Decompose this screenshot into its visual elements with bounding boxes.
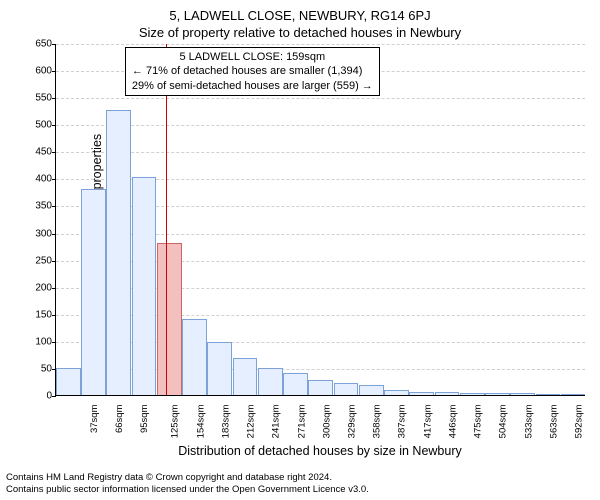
y-tick-mark [52,179,56,180]
histogram-bar-highlight [157,243,182,395]
x-tick-label: 300sqm [321,405,332,439]
chart-subtitle: Size of property relative to detached ho… [5,25,595,40]
x-tick-label: 66sqm [114,405,125,434]
histogram-bar [308,380,333,395]
y-tick-mark [52,44,56,45]
info-box: 5 LADWELL CLOSE: 159sqm← 71% of detached… [125,47,380,96]
footer-line2: Contains public sector information licen… [6,484,369,496]
y-tick-label: 350 [26,201,52,212]
histogram-bar [409,392,434,395]
y-tick-label: 650 [26,39,52,50]
histogram-bar [510,393,535,395]
x-tick-label: 212sqm [245,405,256,439]
histogram-bar [460,393,485,395]
x-tick-label: 154sqm [195,405,206,439]
histogram-bar [561,394,586,395]
y-tick-mark [52,315,56,316]
x-tick-label: 563sqm [548,405,559,439]
histogram-bar [81,189,106,395]
y-tick-label: 200 [26,282,52,293]
x-tick-label: 37sqm [89,405,100,434]
y-tick-label: 50 [26,363,52,374]
y-tick-mark [52,396,56,397]
x-tick-label: 475sqm [473,405,484,439]
histogram-bar [233,358,258,395]
grid-line [56,125,585,126]
histogram-bar [485,393,510,395]
marker-line [166,44,167,395]
y-tick-mark [52,98,56,99]
y-tick-mark [52,206,56,207]
y-tick-mark [52,342,56,343]
histogram-bar [182,319,207,395]
y-tick-label: 600 [26,66,52,77]
plot-wrapper: Number of detached properties 0501001502… [55,44,585,396]
grid-line [56,44,585,45]
x-axis-label: Distribution of detached houses by size … [55,444,585,458]
y-tick-label: 0 [26,391,52,402]
x-tick-label: 329sqm [346,405,357,439]
plot-area: 0501001502002503003504004505005506006503… [55,44,585,396]
footer-line1: Contains HM Land Registry data © Crown c… [6,472,369,484]
chart-container: 5, LADWELL CLOSE, NEWBURY, RG14 6PJ Size… [5,8,595,460]
y-tick-mark [52,288,56,289]
histogram-bar [359,385,384,395]
histogram-bar [536,394,561,395]
x-tick-label: 241sqm [271,405,282,439]
histogram-bar [207,342,232,395]
histogram-bar [106,110,131,395]
y-tick-mark [52,261,56,262]
x-tick-label: 446sqm [447,405,458,439]
chart-address-title: 5, LADWELL CLOSE, NEWBURY, RG14 6PJ [5,8,595,23]
y-tick-mark [52,125,56,126]
x-tick-label: 183sqm [220,405,231,439]
y-tick-label: 100 [26,336,52,347]
y-tick-label: 300 [26,228,52,239]
y-tick-label: 550 [26,93,52,104]
x-tick-label: 533sqm [523,405,534,439]
y-tick-label: 500 [26,120,52,131]
info-box-line: ← 71% of detached houses are smaller (1,… [132,64,373,78]
y-tick-mark [52,234,56,235]
x-tick-label: 417sqm [422,405,433,439]
histogram-bar [334,383,359,395]
x-tick-label: 358sqm [372,405,383,439]
x-tick-label: 504sqm [498,405,509,439]
y-tick-mark [52,71,56,72]
footer-attribution: Contains HM Land Registry data © Crown c… [6,472,369,496]
histogram-bar [56,368,81,395]
histogram-bar [435,392,460,395]
grid-line [56,98,585,99]
histogram-bar [384,390,409,395]
x-tick-label: 271sqm [296,405,307,439]
x-tick-label: 125sqm [170,405,181,439]
y-tick-label: 250 [26,255,52,266]
info-box-line: 29% of semi-detached houses are larger (… [132,79,373,93]
histogram-bar [258,368,283,395]
grid-line [56,152,585,153]
x-tick-label: 95sqm [139,405,150,434]
y-tick-label: 400 [26,174,52,185]
y-tick-mark [52,152,56,153]
x-tick-label: 592sqm [573,405,584,439]
info-box-line: 5 LADWELL CLOSE: 159sqm [132,50,373,64]
histogram-bar [132,177,157,395]
x-tick-label: 387sqm [397,405,408,439]
y-tick-label: 450 [26,147,52,158]
y-tick-label: 150 [26,309,52,320]
histogram-bar [283,373,308,395]
